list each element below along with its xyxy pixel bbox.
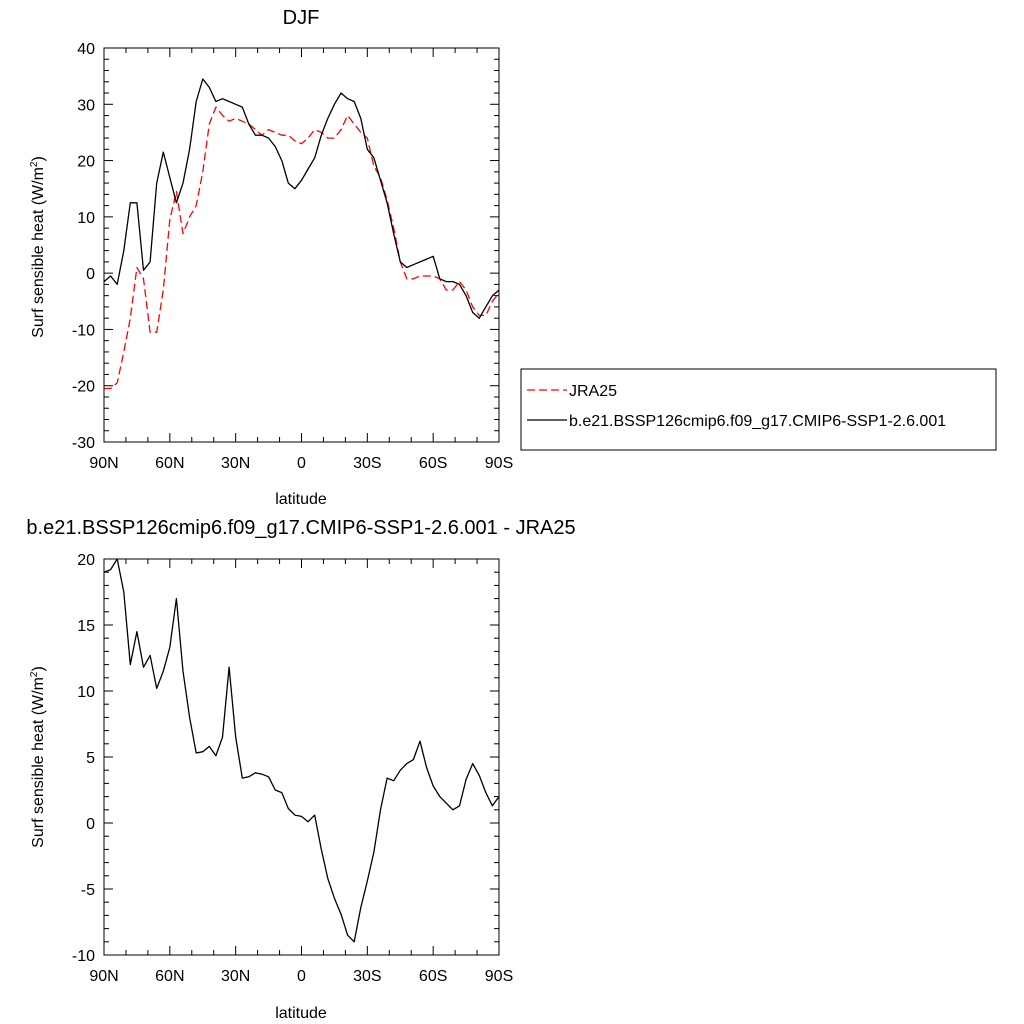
series-line-b-e21-bssp126cmip6-f09-g17-cmip6-ssp1-2-6-001 — [103, 78, 500, 319]
bottom-y-axis: -10 -5 0 5 10 15 20 — [72, 552, 499, 965]
x-tick-label: 60N — [155, 968, 184, 985]
legend-label-jra25: JRA25 — [569, 383, 617, 400]
x-tick-label: 60S — [419, 455, 447, 472]
top-plot-series — [103, 78, 500, 390]
y-tick-label: -30 — [72, 435, 95, 452]
x-tick-label: 30S — [353, 455, 381, 472]
x-tick-label: 90S — [485, 968, 513, 985]
x-tick-label: 90N — [89, 968, 118, 985]
y-tick-label: 20 — [77, 154, 95, 171]
top-x-axis: 90N 60N 30N 0 30S 60S 90S — [89, 48, 513, 472]
y-tick-label: -20 — [72, 379, 95, 396]
y-tick-label: 40 — [77, 41, 95, 58]
y-tick-label: -5 — [81, 882, 95, 899]
x-tick-label: 30N — [221, 968, 250, 985]
y-tick-label: 5 — [86, 750, 95, 767]
legend-label-model: b.e21.BSSP126cmip6.f09_g17.CMIP6-SSP1-2.… — [569, 413, 946, 430]
series-line-diff-0 — [103, 558, 500, 943]
top-x-axis-label: latitude — [275, 491, 327, 508]
bottom-x-axis: 90N 60N 30N 0 30S 60S 90S — [89, 559, 513, 985]
y-tick-label: 15 — [77, 618, 95, 635]
x-tick-label: 30N — [221, 455, 250, 472]
x-tick-label: 90S — [485, 455, 513, 472]
bottom-plot-series — [103, 558, 500, 943]
legend: JRA25 b.e21.BSSP126cmip6.f09_g17.CMIP6-S… — [520, 368, 997, 451]
top-y-axis-label: Surf sensible heat (W/m2) — [29, 156, 47, 338]
x-tick-label: 0 — [297, 455, 306, 472]
y-tick-label: -10 — [72, 948, 95, 965]
y-tick-label: 30 — [77, 97, 95, 114]
legend-box — [520, 368, 997, 451]
bottom-panel: b.e21.BSSP126cmip6.f09_g17.CMIP6-SSP1-2.… — [26, 517, 575, 1022]
x-tick-label: 30S — [353, 968, 381, 985]
top-y-axis: -30 -20 -10 0 10 20 30 40 — [72, 41, 499, 452]
x-tick-label: 60S — [419, 968, 447, 985]
top-plot-frame — [103, 47, 500, 443]
bottom-x-axis-label: latitude — [275, 1005, 327, 1022]
x-tick-label: 0 — [297, 968, 306, 985]
bottom-chart-title: b.e21.BSSP126cmip6.f09_g17.CMIP6-SSP1-2.… — [26, 517, 575, 539]
y-tick-label: 0 — [86, 266, 95, 283]
y-tick-label: 10 — [77, 684, 95, 701]
series-line-jra25 — [104, 106, 500, 390]
bottom-y-axis-label: Surf sensible heat (W/m2) — [29, 666, 47, 848]
x-tick-label: 90N — [89, 455, 118, 472]
y-tick-label: 0 — [86, 816, 95, 833]
y-tick-label: 10 — [77, 210, 95, 227]
x-tick-label: 60N — [155, 455, 184, 472]
top-chart-title: DJF — [283, 7, 320, 29]
bottom-plot-frame — [103, 558, 500, 956]
y-tick-label: 20 — [77, 552, 95, 569]
y-tick-label: -10 — [72, 322, 95, 339]
